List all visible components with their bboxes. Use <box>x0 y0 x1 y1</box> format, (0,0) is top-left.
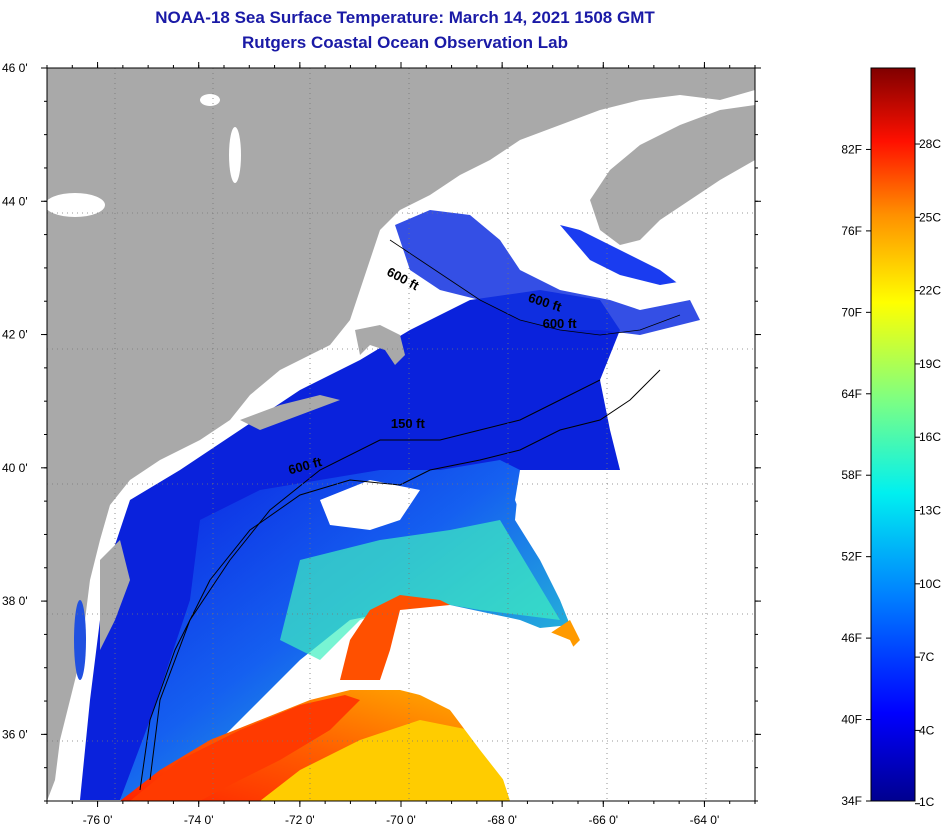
colorbar-c-label: 1C <box>919 795 935 809</box>
colorbar-f-label: 70F <box>841 305 862 319</box>
map-subtitle: Rutgers Coastal Ocean Observation Lab <box>242 33 568 52</box>
lat-tick-label: 40 0' <box>2 461 28 475</box>
colorbar-c-label: 10C <box>919 577 941 591</box>
colorbar-celsius-labels: 28C 25C 22C 19C 16C 13C 10C 7C 4C 1C <box>915 137 941 809</box>
lon-tick-label: -70 0' <box>386 813 416 827</box>
cloud-area-2 <box>380 605 640 801</box>
lon-tick-label: -74 0' <box>184 813 214 827</box>
lat-tick-label: 36 0' <box>2 727 28 741</box>
map-panel <box>47 68 755 801</box>
warm-filament-yellow <box>260 720 510 801</box>
slope-water-teal <box>280 520 560 660</box>
land-delmarva <box>100 540 130 650</box>
colorbar-f-label: 40F <box>841 713 862 727</box>
lon-tick-label: -66 0' <box>588 813 618 827</box>
contour-label: 600 ft <box>543 316 578 331</box>
contour-line-150ft <box>149 379 601 781</box>
colorbar-c-label: 22C <box>919 284 941 298</box>
lake-moosehead <box>200 94 220 106</box>
contour-line-gom <box>389 239 681 336</box>
colorbar-c-label: 25C <box>919 210 941 224</box>
cloud-area-1 <box>320 480 420 530</box>
shelf-water-cold <box>80 290 620 800</box>
colorbar-c-label: 28C <box>919 137 941 151</box>
colorbar-c-label: 7C <box>919 650 935 664</box>
land-us-mainland <box>47 68 755 801</box>
lat-tick-label: 42 0' <box>2 328 28 342</box>
map-title: NOAA-18 Sea Surface Temperature: March 1… <box>155 8 655 27</box>
gulf-stream-core <box>130 695 360 801</box>
land-long-island <box>240 395 340 430</box>
colorbar-f-label: 34F <box>841 794 862 808</box>
colorbar-c-label: 16C <box>919 430 941 444</box>
contour-line-600ft <box>139 369 661 791</box>
colorbar-f-label: 52F <box>841 550 862 564</box>
colorbar-scale <box>870 67 916 802</box>
lat-tick-label: 38 0' <box>2 594 28 608</box>
gulf-of-maine-patch <box>395 210 700 335</box>
bay-of-fundy-patch <box>560 225 690 285</box>
lat-tick-label: 44 0' <box>2 194 28 208</box>
lake-ontario-edge <box>47 193 105 217</box>
colorbar-f-label: 76F <box>841 224 862 238</box>
land-nova-scotia <box>590 105 755 245</box>
lon-tick-label: -72 0' <box>285 813 315 827</box>
longitude-axis: -76 0' -74 0' -72 0' -70 0' -68 0' -66 0' -64 … <box>46 62 756 827</box>
land-cape-cod <box>355 325 405 365</box>
lon-tick-label: -76 0' <box>83 813 113 827</box>
colorbar-f-label: 64F <box>841 387 862 401</box>
lake-champlain <box>229 127 241 183</box>
colorbar-f-label: 58F <box>841 468 862 482</box>
lon-tick-label: -68 0' <box>487 813 517 827</box>
colorbar-c-label: 19C <box>919 357 941 371</box>
colorbar-f-label: 82F <box>841 142 862 156</box>
colorbar-c-label: 13C <box>919 504 941 518</box>
graticule <box>47 68 755 801</box>
colorbar-fahrenheit-labels: 82F 76F 70F 64F 58F 52F 46F 40F 34F <box>841 142 871 808</box>
latitude-axis: 46 0' 44 0' 42 0' 40 0' 38 0' 36 0' <box>2 61 761 802</box>
colorbar-f-label: 46F <box>841 631 862 645</box>
colorbar-c-label: 4C <box>919 723 935 737</box>
cloud-area-east <box>515 470 755 801</box>
lat-tick-label: 46 0' <box>2 61 28 75</box>
lon-tick-label: -64 0' <box>690 813 720 827</box>
chesapeake-bay <box>74 600 86 680</box>
contour-label: 150 ft <box>391 416 426 431</box>
